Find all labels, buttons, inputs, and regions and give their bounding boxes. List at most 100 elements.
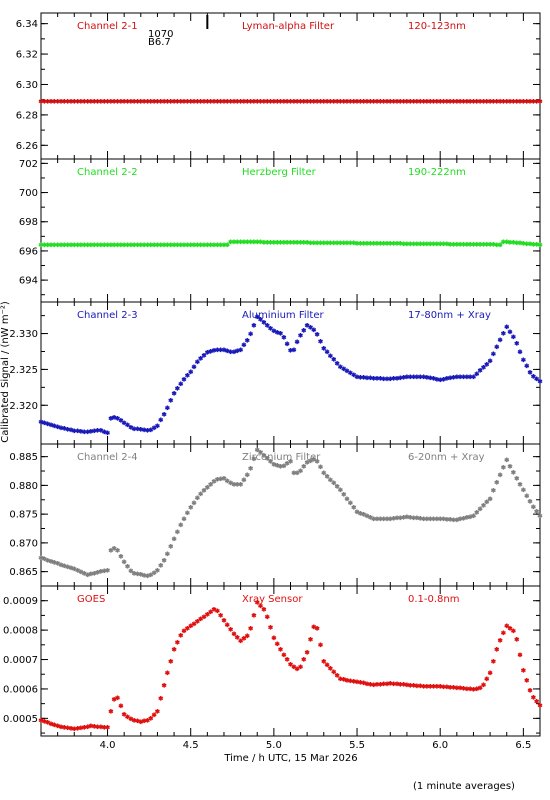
data-point: *: [145, 242, 149, 251]
data-point: *: [518, 240, 522, 249]
data-point: *: [498, 637, 502, 646]
data-point: *: [332, 480, 336, 489]
data-point: *: [388, 516, 392, 525]
data-point: *: [86, 429, 90, 438]
data-point: *: [442, 99, 446, 108]
series-4: * * * * * * * * * * * * * * * * * * * * *** *** * * * * * * * * * *****…: [39, 599, 543, 735]
data-point: *: [368, 240, 372, 249]
data-point: *: [106, 430, 110, 439]
data-point: *: [408, 374, 412, 383]
data-point: *: [342, 240, 346, 249]
data-point: *: [99, 428, 103, 437]
y-tick-label: 2.320: [9, 401, 38, 412]
y-tick-label: 2.325: [9, 365, 38, 376]
data-point: *: [458, 241, 462, 250]
data-point: *: [488, 242, 492, 251]
data-point: *: [269, 99, 273, 108]
data-point: *: [82, 571, 86, 580]
data-point: *: [169, 544, 173, 553]
data-point: *: [422, 374, 426, 383]
data-point: *: [189, 242, 193, 251]
data-point: *: [102, 724, 106, 733]
data-point: *: [162, 99, 166, 108]
data-point: *: [531, 504, 535, 513]
data-point: *: [368, 515, 372, 524]
data-point: *: [159, 563, 163, 572]
panel-label-mid: Aluminium Filter: [242, 310, 325, 321]
data-point: *: [52, 99, 56, 108]
data-point: *: [432, 376, 436, 385]
data-point: *: [102, 429, 106, 438]
data-point: *: [275, 239, 279, 248]
data-point: *: [132, 242, 136, 251]
data-point: *: [478, 506, 482, 515]
data-point: *: [528, 687, 532, 696]
data-point: *: [232, 481, 236, 490]
y-tick-label: 0.0009: [3, 596, 38, 607]
data-point: *: [428, 375, 432, 384]
data-point: *: [249, 239, 253, 248]
data-point: *: [365, 375, 369, 384]
data-point: *: [355, 679, 359, 688]
data-point: *: [262, 99, 266, 108]
data-point: *: [338, 99, 342, 108]
data-point: *: [465, 241, 469, 250]
data-point: *: [382, 241, 386, 250]
data-point: *: [219, 613, 223, 622]
data-point: *: [515, 341, 519, 350]
data-point: *: [162, 683, 166, 692]
data-point: *: [531, 374, 535, 383]
data-point: *: [82, 99, 86, 108]
data-point: *: [452, 241, 456, 250]
data-point: *: [398, 375, 402, 384]
data-point: *: [308, 637, 312, 646]
y-tick-label: 6.32: [16, 50, 38, 61]
data-point: *: [119, 418, 123, 427]
data-point: *: [265, 322, 269, 331]
data-point: *: [468, 514, 472, 523]
panel-label-mid: Zirconium Filter: [242, 452, 321, 463]
data-point: *: [232, 239, 236, 248]
data-point: *: [185, 373, 189, 382]
data-point: *: [435, 376, 439, 385]
data-point: *: [491, 658, 495, 667]
panel-label-mid: Herzberg Filter: [242, 167, 317, 178]
data-point: *: [272, 635, 276, 644]
data-point: *: [159, 696, 163, 705]
data-point: *: [432, 99, 436, 108]
y-tick-label: 700: [19, 188, 38, 199]
data-point: *: [408, 682, 412, 691]
data-point: *: [335, 99, 339, 108]
data-point: *: [402, 241, 406, 250]
data-point: *: [222, 99, 226, 108]
data-point: *: [485, 676, 489, 685]
data-point: *: [69, 726, 73, 735]
data-point: *: [252, 99, 256, 108]
data-point: *: [199, 242, 203, 251]
data-point: *: [385, 516, 389, 525]
data-point: *: [475, 686, 479, 695]
data-point: *: [395, 375, 399, 384]
data-point: *: [365, 99, 369, 108]
data-point: *: [145, 99, 149, 108]
data-point: *: [102, 568, 106, 577]
data-point: *: [355, 240, 359, 249]
data-point: *: [422, 241, 426, 250]
data-point: *: [96, 427, 100, 436]
data-point: *: [395, 515, 399, 524]
data-point: *: [152, 570, 156, 579]
data-point: *: [455, 685, 459, 694]
data-point: *: [66, 242, 70, 251]
data-point: *: [325, 99, 329, 108]
data-point: *: [225, 348, 229, 357]
data-point: *: [212, 607, 216, 616]
x-axis-title: Time / h UTC, 15 Mar 2026: [223, 753, 357, 764]
data-point: *: [471, 242, 475, 251]
data-point: *: [39, 555, 43, 564]
data-point: *: [132, 718, 136, 727]
data-point: *: [438, 516, 442, 525]
data-point: *: [342, 366, 346, 375]
panel-label-mid: Xray Sensor: [242, 594, 303, 605]
data-point: *: [285, 240, 289, 249]
data-point: *: [46, 557, 50, 566]
